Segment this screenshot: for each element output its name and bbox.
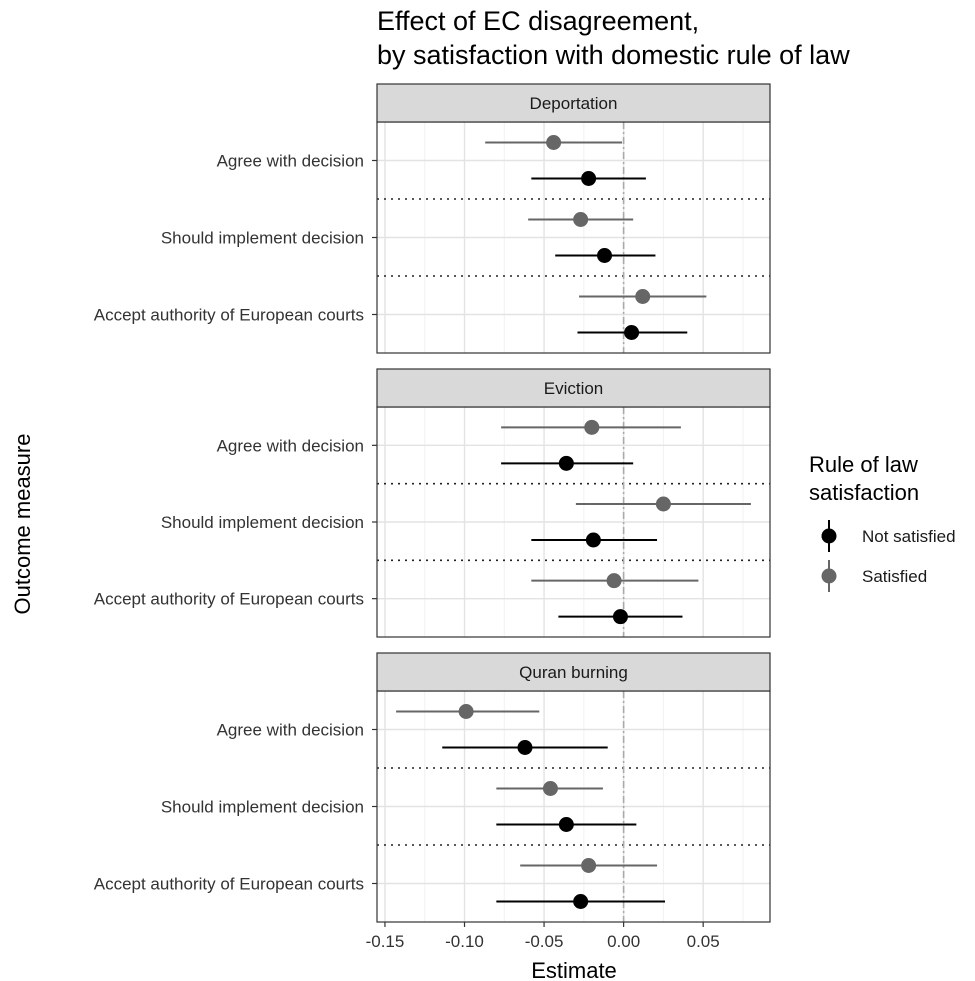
- estimate-satisfied: [485, 135, 623, 150]
- y-axis-label: Outcome measure: [10, 434, 35, 615]
- chart-title: Effect of EC disagreement,: [377, 6, 699, 36]
- y-tick-label: Agree with decision: [217, 436, 364, 455]
- x-axis-label: Estimate: [531, 958, 617, 981]
- legend-items: Not satisfied Satisfied: [821, 520, 956, 592]
- legend-item-satisfied: Satisfied: [821, 560, 927, 592]
- legend-item-not-satisfied: Not satisfied: [821, 520, 956, 552]
- estimate-satisfied: [496, 781, 603, 796]
- estimate-point: [546, 135, 562, 150]
- x-tick-label: 0.05: [687, 932, 720, 951]
- facet-panels: Deportation Agree with decision Should imp…: [94, 83, 771, 923]
- estimate-satisfied: [575, 496, 751, 512]
- estimate-point: [624, 325, 640, 340]
- facet-strip-label: Eviction: [544, 379, 604, 398]
- estimate-not-satisfied: [496, 894, 665, 909]
- estimate-not-satisfied: [501, 455, 634, 471]
- legend-title-line1: Rule of law: [809, 452, 918, 477]
- facet-strip-label: Deportation: [530, 94, 618, 113]
- estimate-satisfied: [396, 704, 540, 719]
- facet-deportation: Deportation Agree with decision Should imp…: [94, 83, 771, 354]
- estimate-point: [517, 740, 533, 755]
- estimate-satisfied: [531, 573, 699, 589]
- legend-label: Satisfied: [862, 567, 927, 586]
- estimate-not-satisfied: [531, 532, 658, 548]
- legend-key-point: [821, 528, 837, 544]
- facet-strip: [376, 652, 771, 692]
- estimate-point: [558, 455, 574, 471]
- chart-subtitle: by satisfaction with domestic rule of la…: [377, 40, 850, 70]
- legend-label: Not satisfied: [862, 527, 956, 546]
- legend-key-point: [821, 568, 837, 584]
- x-tick-label: 0.00: [607, 932, 640, 951]
- y-tick-label: Accept authority of European courts: [94, 875, 364, 894]
- estimate-not-satisfied: [577, 325, 688, 340]
- x-tick-label: -0.05: [525, 932, 564, 951]
- estimate-point: [573, 212, 589, 227]
- estimate-satisfied: [520, 858, 658, 873]
- y-tick-label: Accept authority of European courts: [94, 306, 364, 325]
- estimate-point: [458, 704, 474, 719]
- estimate-point: [585, 532, 601, 548]
- estimate-satisfied: [528, 212, 634, 227]
- estimate-satisfied: [501, 419, 681, 435]
- y-tick-label: Agree with decision: [217, 721, 364, 740]
- y-tick-label: Agree with decision: [217, 152, 364, 171]
- estimate-point: [558, 817, 574, 832]
- estimate-point: [606, 573, 622, 589]
- estimate-point: [597, 248, 613, 263]
- estimate-not-satisfied: [496, 817, 637, 832]
- legend-title-line2: satisfaction: [809, 480, 919, 505]
- estimate-point: [635, 289, 651, 304]
- facet-quran-burning: Quran burning Agree with decision Should i…: [94, 652, 771, 923]
- y-tick-label: Accept authority of European courts: [94, 590, 364, 609]
- estimate-not-satisfied: [531, 171, 646, 186]
- estimate-point: [573, 894, 589, 909]
- x-tick-label: -0.15: [366, 932, 405, 951]
- estimate-point: [542, 781, 558, 796]
- estimate-point: [612, 609, 628, 625]
- x-axis: -0.15 -0.10 -0.05 0.00 0.05: [366, 922, 720, 951]
- y-tick-label: Should implement decision: [161, 229, 364, 248]
- estimate-not-satisfied: [555, 248, 656, 263]
- y-tick-label: Should implement decision: [161, 798, 364, 817]
- estimate-not-satisfied: [442, 740, 608, 755]
- estimate-satisfied: [579, 289, 707, 304]
- estimate-point: [581, 858, 597, 873]
- y-tick-label: Should implement decision: [161, 513, 364, 532]
- facet-strip: [376, 83, 771, 123]
- estimate-not-satisfied: [558, 609, 683, 625]
- estimate-point: [655, 496, 671, 512]
- estimate-point: [584, 419, 600, 435]
- estimate-point: [581, 171, 597, 186]
- facet-eviction: Eviction Agree with decision Should implem…: [94, 368, 771, 638]
- facet-strip: [376, 368, 771, 408]
- facet-strip-label: Quran burning: [519, 663, 628, 682]
- legend: Rule of law satisfaction Not satisfied Sa…: [809, 452, 956, 592]
- x-tick-label: -0.10: [445, 932, 484, 951]
